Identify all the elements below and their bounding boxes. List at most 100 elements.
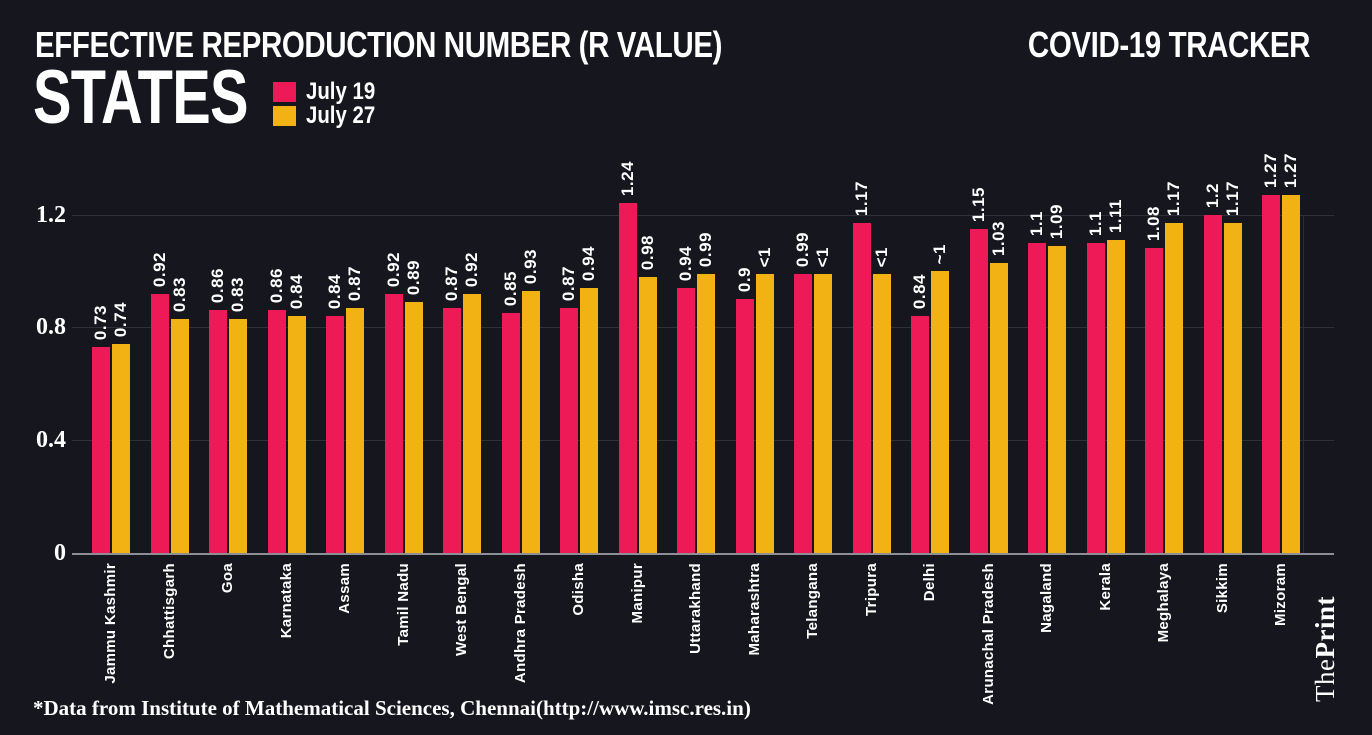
- value-label-july-19-chhattisgarh: 0.92: [149, 251, 169, 287]
- bar-july-27-west-bengal[interactable]: [463, 294, 481, 553]
- legend-item-july27: July 27: [273, 101, 387, 129]
- value-label-july-27-nagaland: 1.09: [1047, 203, 1066, 239]
- bar-july-19-sikkim[interactable]: [1203, 215, 1222, 553]
- value-label-july-27-jammu-kashmir: 0.74: [111, 301, 130, 337]
- value-label-july-27-tamil-nadu: 0.89: [403, 259, 423, 295]
- value-label-july-19-telangana: 0.99: [793, 231, 812, 267]
- value-label-july-19-goa: 0.86: [208, 267, 227, 303]
- bar-group-delhi: 0.84 ~1 Delhi: [910, 0, 949, 601]
- bar-group-assam: 0.84 0.87 Assam: [325, 0, 364, 614]
- bar-july-19-telangana[interactable]: [794, 274, 812, 553]
- y-tick-0: 0: [54, 540, 66, 566]
- bar-july-27-nagaland[interactable]: [1048, 246, 1066, 553]
- bar-july-27-goa[interactable]: [229, 319, 247, 553]
- bar-july-27-meghalaya[interactable]: [1165, 223, 1183, 553]
- x-axis-label-odisha: Odisha: [570, 563, 587, 616]
- value-label-july-27-maharashtra: <1: [754, 246, 774, 267]
- bar-group-chhattisgarh: 0.92 0.83 Chhattisgarh: [149, 0, 189, 659]
- bar-july-19-chhattisgarh[interactable]: [150, 294, 169, 553]
- value-label-july-19-sikkim: 1.2: [1202, 182, 1222, 208]
- bar-july-27-chhattisgarh[interactable]: [170, 319, 189, 553]
- x-axis-label-uttarakhand: Uttarakhand: [687, 563, 704, 654]
- value-label-july-27-assam: 0.87: [345, 265, 364, 301]
- bar-july-19-andhra-pradesh[interactable]: [501, 313, 520, 553]
- bar-july-27-assam[interactable]: [346, 308, 364, 553]
- y-tick-0.8: 0.8: [36, 314, 66, 341]
- bar-july-27-maharashtra[interactable]: [755, 274, 774, 553]
- bar-july-27-andhra-pradesh[interactable]: [521, 291, 540, 553]
- value-label-july-19-delhi: 0.84: [910, 273, 929, 309]
- bar-july-27-karnataka[interactable]: [287, 316, 306, 553]
- bar-july-27-jammu-kashmir[interactable]: [112, 344, 130, 553]
- theprint-logo: ThePrint: [1310, 596, 1340, 702]
- bar-group-karnataka: 0.86 0.84 Karnataka: [266, 0, 306, 638]
- gridline-1.2: [72, 214, 1334, 216]
- value-label-july-19-andhra-pradesh: 0.85: [500, 270, 520, 306]
- x-axis-label-tamil-nadu: Tamil Nadu: [394, 563, 412, 646]
- bar-group-jammu-kashmir: 0.73 0.74 Jammu Kashmir: [91, 0, 130, 684]
- bar-july-19-goa[interactable]: [209, 310, 227, 553]
- bar-group-sikkim: 1.2 1.17 Sikkim: [1202, 0, 1242, 613]
- x-axis-label-chhattisgarh: Chhattisgarh: [160, 563, 178, 660]
- value-label-july-27-karnataka: 0.84: [286, 273, 306, 309]
- bar-july-19-odisha[interactable]: [560, 308, 578, 553]
- bar-july-27-arunachal-pradesh[interactable]: [989, 263, 1008, 553]
- bar-july-19-uttarakhand[interactable]: [677, 288, 695, 553]
- bar-july-27-uttarakhand[interactable]: [697, 274, 715, 553]
- value-label-july-19-odisha: 0.87: [559, 265, 578, 301]
- bar-july-19-manipur[interactable]: [618, 203, 637, 553]
- value-label-july-27-west-bengal: 0.92: [462, 251, 481, 287]
- bar-july-27-delhi[interactable]: [931, 271, 949, 553]
- value-label-july-27-telangana: <1: [813, 246, 832, 267]
- bar-group-tamil-nadu: 0.92 0.89 Tamil Nadu: [384, 0, 423, 646]
- bar-july-19-maharashtra[interactable]: [735, 299, 754, 553]
- bar-july-19-jammu-kashmir[interactable]: [92, 347, 110, 553]
- bar-july-19-karnataka[interactable]: [267, 310, 286, 553]
- bar-july-27-tamil-nadu[interactable]: [404, 302, 423, 553]
- bar-july-19-kerala[interactable]: [1086, 243, 1105, 553]
- x-axis-label-goa: Goa: [219, 563, 236, 594]
- value-label-july-27-manipur: 0.98: [637, 234, 657, 270]
- value-label-july-19-arunachal-pradesh: 1.15: [968, 186, 988, 222]
- value-label-july-27-meghalaya: 1.17: [1164, 180, 1183, 216]
- bar-group-telangana: 0.99 <1 Telangana: [793, 0, 832, 639]
- bar-july-19-delhi[interactable]: [911, 316, 929, 553]
- x-axis-label-delhi: Delhi: [921, 563, 938, 602]
- value-label-july-19-manipur: 1.24: [617, 160, 637, 196]
- value-label-july-27-andhra-pradesh: 0.93: [520, 248, 540, 284]
- bar-july-19-mizoram[interactable]: [1262, 195, 1280, 553]
- bar-group-kerala: 1.1 1.11 Kerala: [1086, 0, 1125, 611]
- x-axis-label-jammu-kashmir: Jammu Kashmir: [102, 563, 119, 684]
- bar-july-27-mizoram[interactable]: [1282, 195, 1300, 553]
- bar-july-27-odisha[interactable]: [580, 288, 598, 553]
- value-label-july-19-nagaland: 1.1: [1027, 210, 1046, 236]
- bar-july-27-manipur[interactable]: [638, 277, 657, 553]
- bar-july-19-nagaland[interactable]: [1028, 243, 1046, 553]
- page-title: EFFECTIVE REPRODUCTION NUMBER (R VALUE): [35, 24, 723, 65]
- x-axis-label-manipur: Manipur: [628, 563, 646, 624]
- x-axis-label-kerala: Kerala: [1096, 563, 1114, 611]
- bar-july-27-kerala[interactable]: [1106, 240, 1125, 553]
- bar-july-27-sikkim[interactable]: [1223, 223, 1242, 553]
- bar-july-19-arunachal-pradesh[interactable]: [969, 229, 988, 553]
- value-label-july-19-tripura: 1.17: [851, 180, 871, 216]
- value-label-july-27-sikkim: 1.17: [1222, 180, 1242, 216]
- bar-july-19-tripura[interactable]: [852, 223, 871, 553]
- x-axis-label-maharashtra: Maharashtra: [745, 563, 763, 656]
- value-label-july-19-jammu-kashmir: 0.73: [91, 304, 110, 340]
- bar-july-19-assam[interactable]: [326, 316, 344, 553]
- value-label-july-19-meghalaya: 1.08: [1144, 205, 1163, 241]
- legend-label-july27: July 27: [306, 101, 376, 129]
- x-axis-label-karnataka: Karnataka: [277, 563, 295, 639]
- x-axis-label-andhra-pradesh: Andhra Pradesh: [511, 563, 529, 684]
- bar-july-27-tripura[interactable]: [872, 274, 891, 553]
- value-label-july-19-karnataka: 0.86: [266, 267, 286, 303]
- bar-july-19-tamil-nadu[interactable]: [384, 294, 403, 553]
- bar-july-19-west-bengal[interactable]: [443, 308, 461, 553]
- legend: July 19 July 27: [273, 79, 387, 129]
- bar-group-odisha: 0.87 0.94 Odisha: [559, 0, 598, 616]
- bar-july-19-meghalaya[interactable]: [1145, 248, 1163, 553]
- bar-group-nagaland: 1.1 1.09 Nagaland: [1027, 0, 1066, 633]
- bar-july-27-telangana[interactable]: [814, 274, 832, 553]
